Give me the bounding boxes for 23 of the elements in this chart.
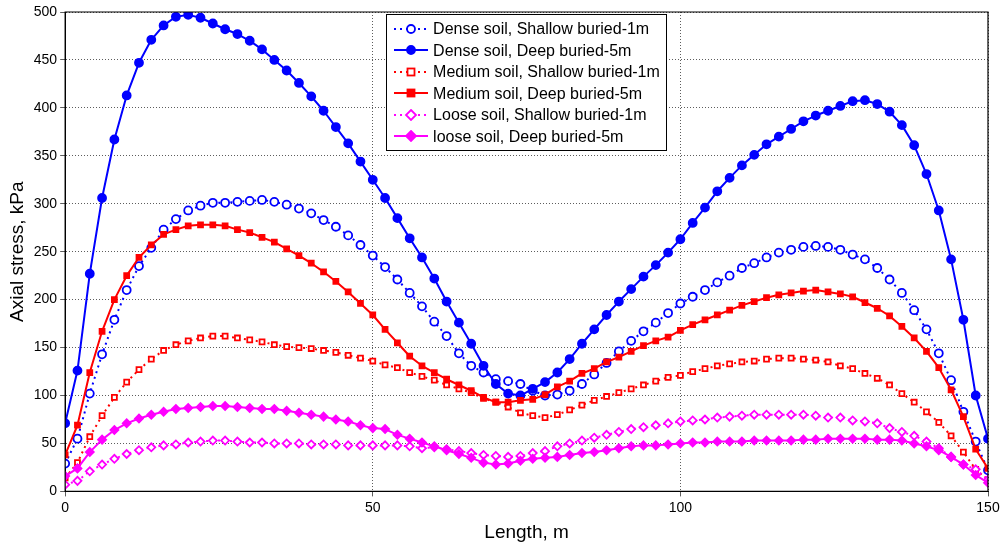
y-tick-label: 0 — [49, 482, 58, 499]
legend-label: loose soil, Deep buried-5m — [433, 126, 624, 147]
y-tick-label: 200 — [33, 290, 58, 307]
legend-label: Dense soil, Shallow buried-1m — [433, 19, 650, 39]
x-tick-label: 100 — [668, 498, 693, 515]
y-tick-label: 450 — [33, 50, 58, 67]
legend-label: Loose soil, Shallow buried-1m — [433, 105, 647, 125]
y-tick-label: 50 — [41, 434, 58, 451]
y-tick-label: 500 — [33, 2, 58, 19]
x-tick-label: 50 — [364, 498, 381, 515]
y-tick-label: 100 — [33, 386, 58, 403]
y-axis-title: Axial stress, kPa — [5, 181, 27, 322]
x-axis-title: Length, m — [484, 520, 569, 542]
y-tick-label: 400 — [33, 98, 58, 115]
y-tick-label: 150 — [33, 338, 58, 355]
y-tick-label: 300 — [33, 194, 58, 211]
legend-label: Medium soil, Deep buried-5m — [433, 83, 643, 104]
legend-label: Medium soil, Shallow buried-1m — [433, 62, 660, 82]
y-tick-label: 250 — [33, 242, 58, 259]
y-tick-label: 350 — [33, 146, 58, 163]
x-tick-label: 150 — [976, 498, 1000, 515]
legend-label: Dense soil, Deep buried-5m — [433, 40, 632, 61]
x-tick-label: 0 — [61, 498, 70, 515]
